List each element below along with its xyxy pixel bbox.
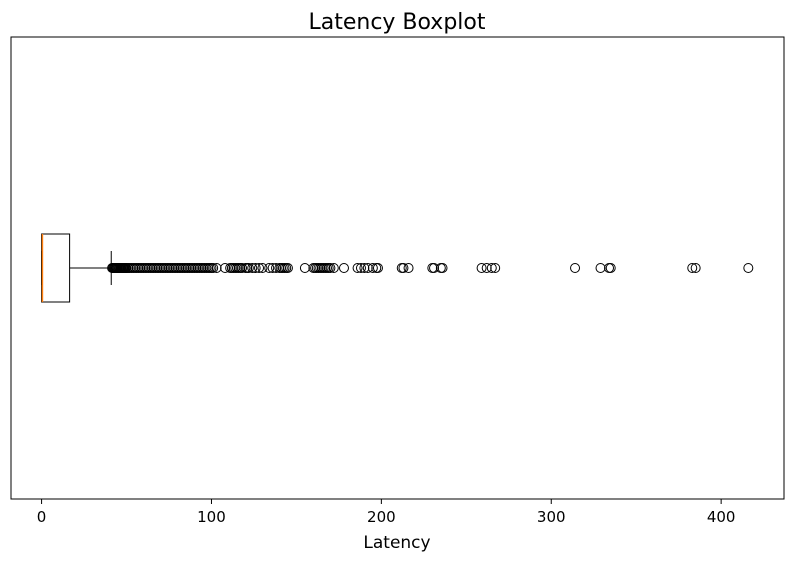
outlier-point (595, 263, 606, 273)
outlier-point (570, 263, 581, 273)
outlier-point (325, 263, 336, 273)
outlier-point (486, 263, 497, 273)
outlier-point (299, 263, 310, 273)
outlier-point (490, 263, 501, 273)
x-tick-label: 200 (367, 508, 396, 526)
outlier-point (687, 263, 698, 273)
outlier-point (264, 263, 275, 273)
outlier-point (359, 263, 370, 273)
outlier-point (372, 263, 383, 273)
outlier-point (267, 263, 278, 273)
outlier-point (211, 263, 222, 273)
x-tick-label: 0 (37, 508, 47, 526)
outlier-point (237, 263, 248, 273)
outlier-point (250, 263, 261, 273)
outlier-point (328, 263, 339, 273)
outlier-point (243, 263, 254, 273)
outlier-point (352, 263, 363, 273)
x-tick-label: 100 (197, 508, 226, 526)
iqr-box (41, 233, 71, 303)
outlier-point (355, 263, 366, 273)
outlier-point (362, 263, 373, 273)
outlier-point (208, 263, 219, 273)
outlier-point (367, 263, 378, 273)
outlier-point (257, 263, 268, 273)
outlier-point (254, 263, 265, 273)
outlier-point (247, 263, 258, 273)
outlier-point (338, 263, 349, 273)
outlier-point (481, 263, 492, 273)
outlier-point (282, 263, 293, 273)
outlier-point (398, 263, 409, 273)
outlier-point (429, 263, 440, 273)
outlier-point (476, 263, 487, 273)
x-axis: 0 100 200 300 400 (37, 499, 736, 526)
outlier-point (271, 263, 282, 273)
boxplot-marks (41, 233, 754, 303)
outlier-point (743, 263, 754, 273)
outlier-point (403, 263, 414, 273)
outlier-point (220, 263, 231, 273)
outlier-point (690, 263, 701, 273)
outlier-point (437, 263, 448, 273)
chart-title: Latency Boxplot (308, 10, 485, 35)
x-tick-label: 400 (707, 508, 736, 526)
outlier-point (605, 263, 616, 273)
x-tick-label: 300 (537, 508, 566, 526)
x-axis-label: Latency (363, 533, 430, 553)
